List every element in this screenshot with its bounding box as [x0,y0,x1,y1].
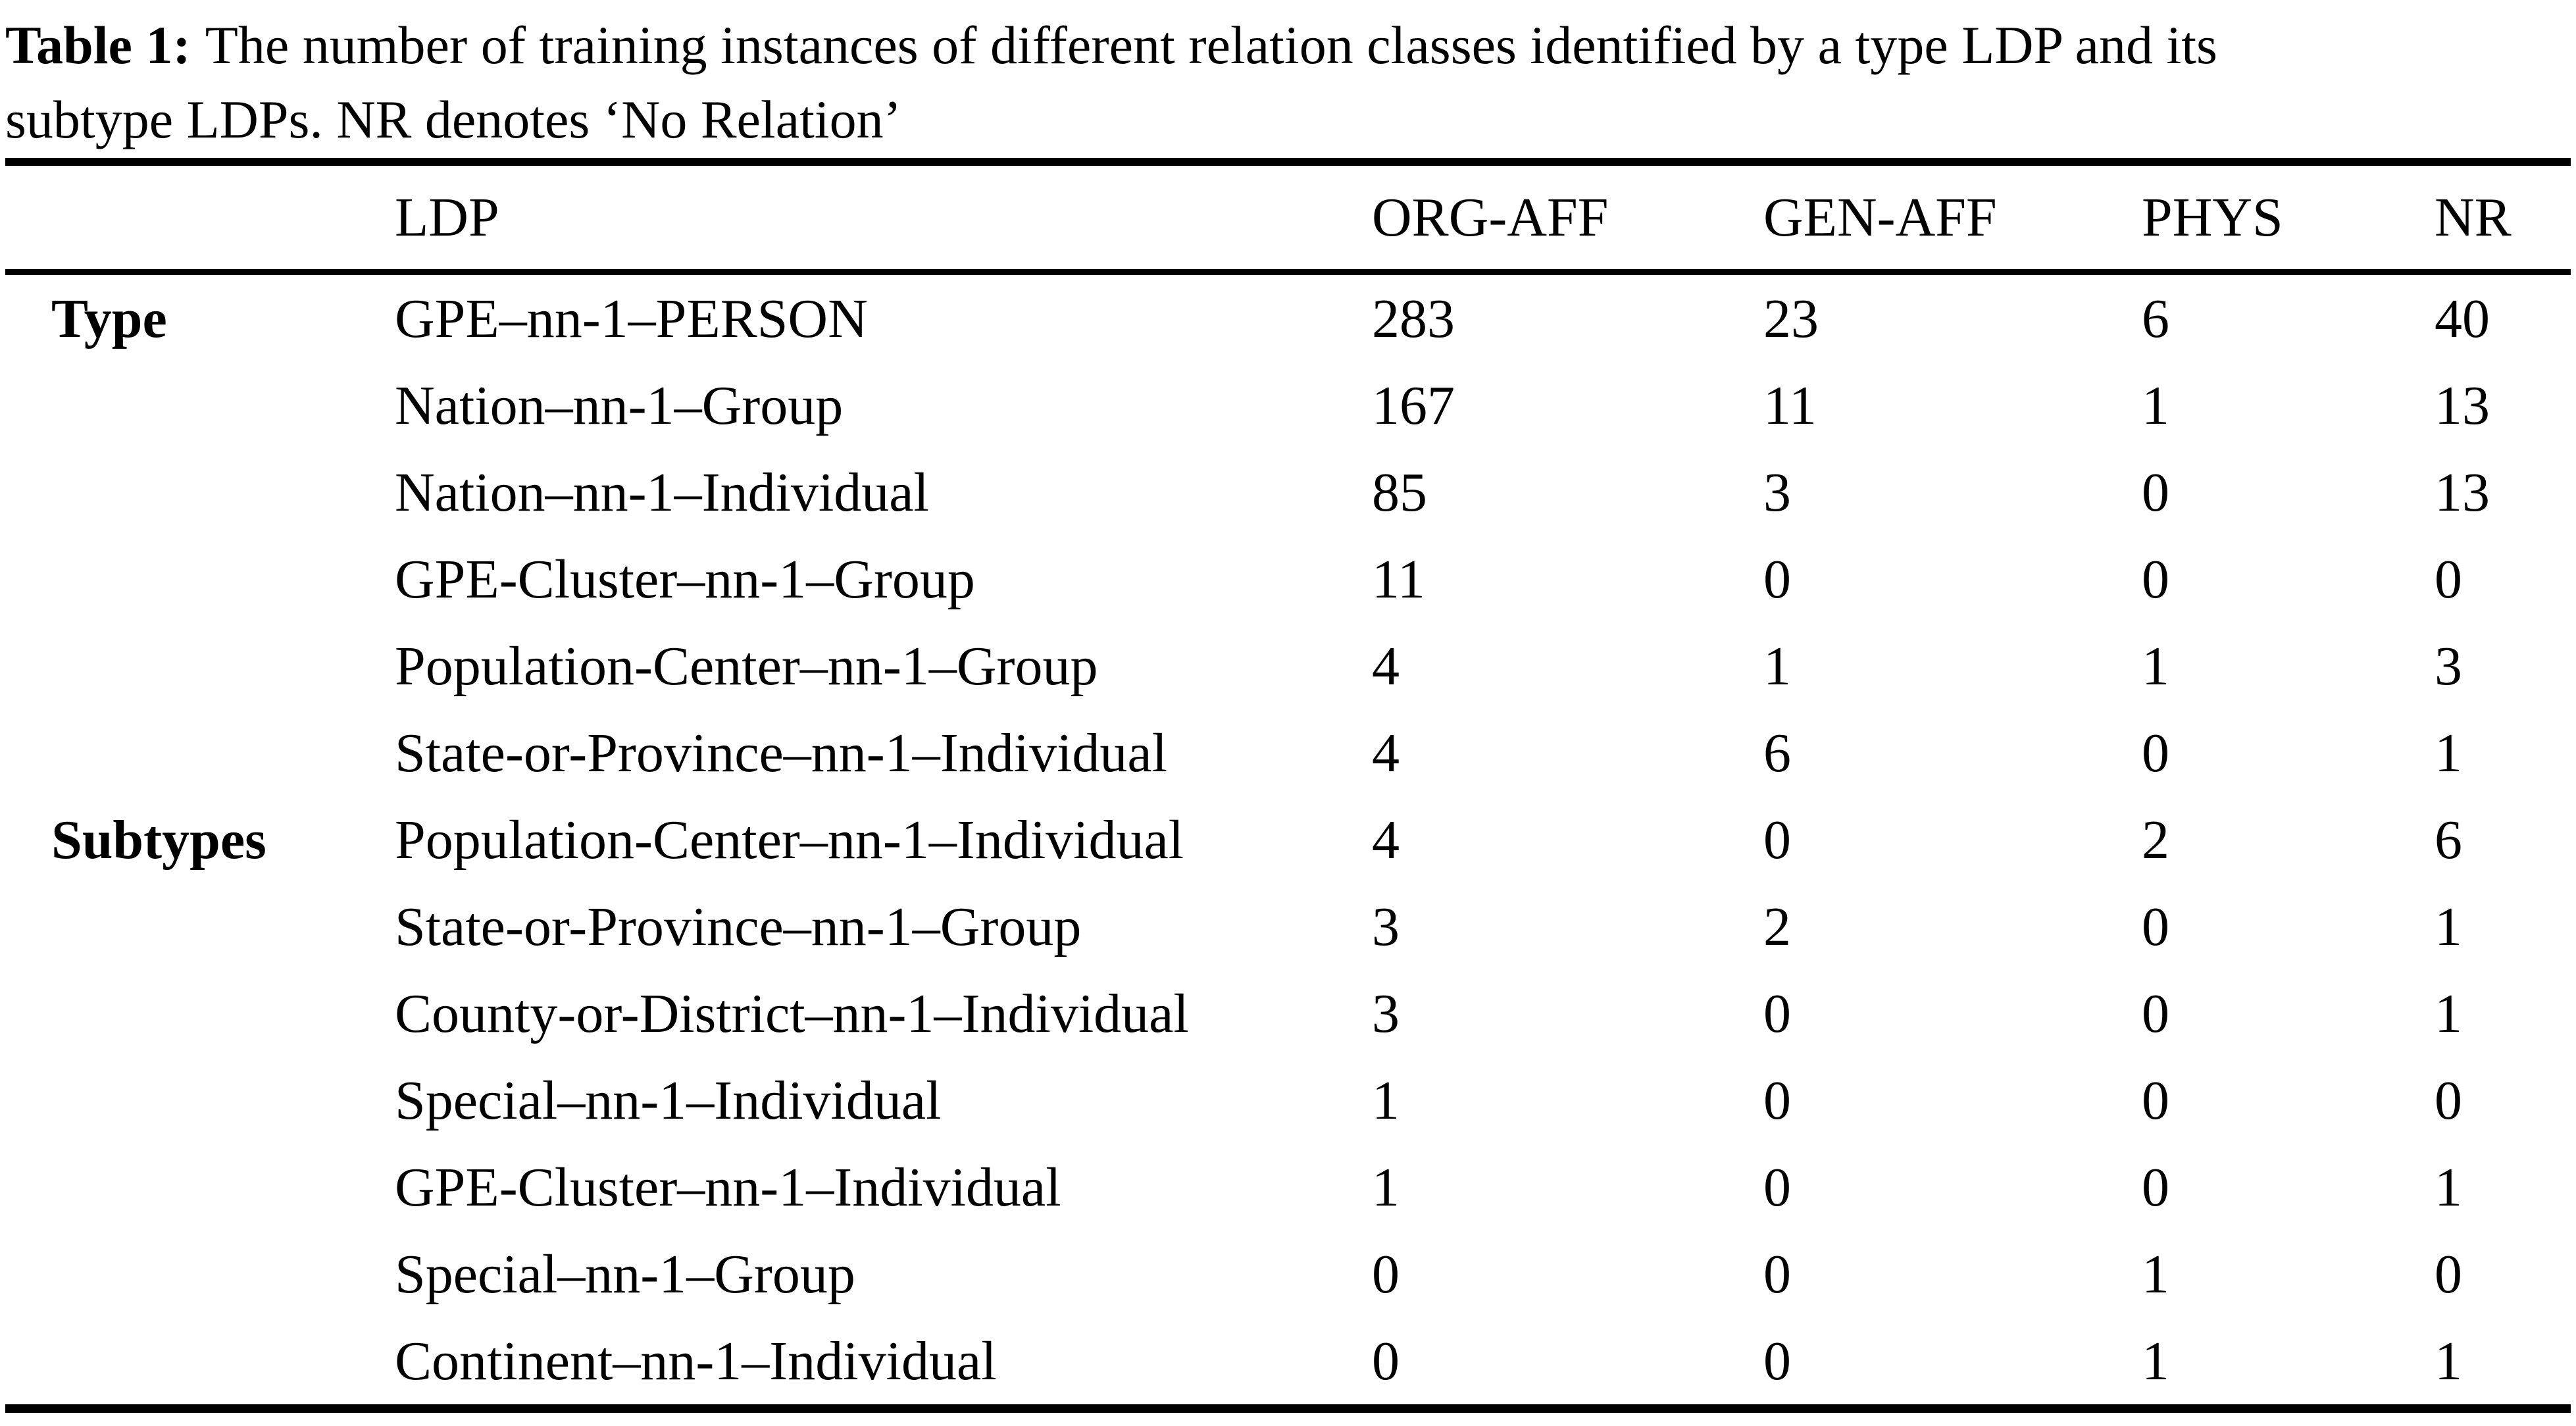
ldp-cell: Population-Center–nn-1–Group [395,635,1098,697]
org-aff-cell: 4 [1372,722,1400,784]
caption-text-1: The number of training instances of diff… [205,15,2217,75]
table-caption: Table 1: The number of training instances… [5,8,2571,157]
phys-cell: 0 [2142,548,2169,610]
org-aff-cell: 11 [1372,548,1425,610]
nr-cell: 6 [2435,809,2462,871]
phys-cell: 0 [2142,1156,2169,1218]
header-org-aff: ORG-AFF [1372,187,1609,248]
phys-cell: 0 [2142,722,2169,784]
table-row: Nation–nn-1–Individual 85 3 0 13 [5,449,2571,536]
header-phys: PHYS [2142,187,2283,248]
header-ldp: LDP [395,187,499,248]
org-aff-cell: 1 [1372,1069,1400,1131]
gen-aff-cell: 6 [1763,722,1791,784]
phys-cell: 2 [2142,809,2169,871]
phys-cell: 1 [2142,374,2169,436]
org-aff-cell: 0 [1372,1330,1400,1392]
org-aff-cell: 4 [1372,635,1400,697]
caption-label: Table 1: [5,15,191,75]
gen-aff-cell: 1 [1763,635,1791,697]
nr-cell: 3 [2435,635,2462,697]
table-row: Special–nn-1–Group 0 0 1 0 [5,1231,2571,1317]
ldp-cell: GPE-Cluster–nn-1–Individual [395,1156,1061,1218]
ldp-cell: GPE-Cluster–nn-1–Group [395,548,975,610]
caption-text-2: subtype LDPs. NR denotes ‘No Relation’ [5,89,901,149]
phys-cell: 1 [2142,635,2169,697]
row-group-label: Type [51,288,167,349]
ldp-cell: Population-Center–nn-1–Individual [395,809,1184,871]
ldp-cell: State-or-Province–nn-1–Individual [395,722,1168,784]
table-bottom-rule [5,1404,2571,1413]
org-aff-cell: 0 [1372,1243,1400,1305]
gen-aff-cell: 0 [1763,548,1791,610]
nr-cell: 13 [2435,374,2490,436]
header-gen-aff: GEN-AFF [1763,187,1997,248]
nr-cell: 40 [2435,288,2490,349]
ldp-cell: Continent–nn-1–Individual [395,1330,997,1392]
table-row: County-or-District–nn-1–Individual 3 0 0… [5,970,2571,1057]
org-aff-cell: 4 [1372,809,1400,871]
table-row: Type GPE–nn-1–PERSON 283 23 6 40 [5,275,2571,362]
phys-cell: 6 [2142,288,2169,349]
nr-cell: 13 [2435,461,2490,523]
nr-cell: 1 [2435,982,2462,1044]
ldp-cell: GPE–nn-1–PERSON [395,288,868,349]
gen-aff-cell: 2 [1763,896,1791,957]
org-aff-cell: 283 [1372,288,1455,349]
caption-line-1: Table 1: The number of training instances… [5,8,2571,82]
phys-cell: 0 [2142,461,2169,523]
table-header-row: LDP ORG-AFF GEN-AFF PHYS NR [5,166,2571,269]
gen-aff-cell: 0 [1763,809,1791,871]
gen-aff-cell: 0 [1763,982,1791,1044]
table-header-rule [5,269,2571,275]
gen-aff-cell: 11 [1763,374,1817,436]
org-aff-cell: 3 [1372,896,1400,957]
table-row: Special–nn-1–Individual 1 0 0 0 [5,1057,2571,1144]
phys-cell: 0 [2142,982,2169,1044]
gen-aff-cell: 0 [1763,1330,1791,1392]
table-row: Continent–nn-1–Individual 0 0 1 1 [5,1317,2571,1404]
org-aff-cell: 1 [1372,1156,1400,1218]
table-row: Subtypes Population-Center–nn-1–Individu… [5,796,2571,883]
table-row: GPE-Cluster–nn-1–Individual 1 0 0 1 [5,1144,2571,1231]
phys-cell: 0 [2142,896,2169,957]
data-table: LDP ORG-AFF GEN-AFF PHYS NR Type GPE–nn-… [5,158,2571,1413]
nr-cell: 1 [2435,1330,2462,1392]
table-top-rule [5,158,2571,166]
nr-cell: 1 [2435,722,2462,784]
gen-aff-cell: 3 [1763,461,1791,523]
table-row: State-or-Province–nn-1–Individual 4 6 0 … [5,709,2571,796]
ldp-cell: Nation–nn-1–Group [395,374,844,436]
table-row: Nation–nn-1–Group 167 11 1 13 [5,362,2571,449]
org-aff-cell: 167 [1372,374,1455,436]
ldp-cell: State-or-Province–nn-1–Group [395,896,1082,957]
phys-cell: 1 [2142,1243,2169,1305]
nr-cell: 0 [2435,1069,2462,1131]
table-row: GPE-Cluster–nn-1–Group 11 0 0 0 [5,536,2571,623]
org-aff-cell: 85 [1372,461,1427,523]
header-nr: NR [2435,187,2512,248]
gen-aff-cell: 0 [1763,1243,1791,1305]
phys-cell: 1 [2142,1330,2169,1392]
gen-aff-cell: 0 [1763,1069,1791,1131]
ldp-cell: County-or-District–nn-1–Individual [395,982,1189,1044]
nr-cell: 1 [2435,1156,2462,1218]
gen-aff-cell: 0 [1763,1156,1791,1218]
caption-line-2: subtype LDPs. NR denotes ‘No Relation’ [5,82,2571,157]
nr-cell: 0 [2435,548,2462,610]
table-row: State-or-Province–nn-1–Group 3 2 0 1 [5,883,2571,970]
nr-cell: 0 [2435,1243,2462,1305]
gen-aff-cell: 23 [1763,288,1819,349]
nr-cell: 1 [2435,896,2462,957]
table-row: Population-Center–nn-1–Group 4 1 1 3 [5,623,2571,709]
phys-cell: 0 [2142,1069,2169,1131]
ldp-cell: Nation–nn-1–Individual [395,461,929,523]
org-aff-cell: 3 [1372,982,1400,1044]
row-group-label: Subtypes [51,809,266,871]
ldp-cell: Special–nn-1–Group [395,1243,855,1305]
ldp-cell: Special–nn-1–Individual [395,1069,942,1131]
